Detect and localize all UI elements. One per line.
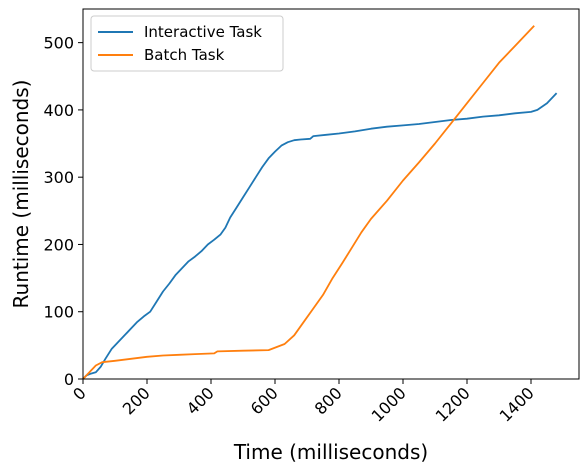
y-tick-label: 0	[64, 370, 74, 389]
y-tick-label: 500	[43, 34, 74, 53]
y-tick-label: 100	[43, 303, 74, 322]
x-tick-label: 1000	[368, 383, 410, 425]
y-tick-label: 200	[43, 235, 74, 254]
y-tick-label: 400	[43, 101, 74, 120]
series-layer	[82, 25, 558, 380]
series-line-interactive-task	[82, 92, 558, 380]
x-tick-label: 1200	[432, 383, 474, 425]
plot-frame	[82, 8, 580, 380]
y-tick-label: 300	[43, 168, 74, 187]
x-tick-label: 600	[247, 383, 282, 418]
x-tick-label: 400	[183, 383, 218, 418]
x-tick-label: 800	[311, 383, 346, 418]
x-tick-label: 200	[119, 383, 154, 418]
series-line-batch-task	[82, 25, 535, 380]
y-axis-title: Runtime (milliseconds)	[9, 80, 33, 309]
legend-label-batch: Batch Task	[144, 46, 225, 64]
x-axis-title: Time (milliseconds)	[233, 440, 428, 464]
legend: Interactive Task Batch Task	[90, 15, 284, 72]
legend-label-interactive: Interactive Task	[144, 23, 262, 41]
x-tick-label: 1400	[496, 383, 538, 425]
legend-frame	[90, 15, 284, 72]
